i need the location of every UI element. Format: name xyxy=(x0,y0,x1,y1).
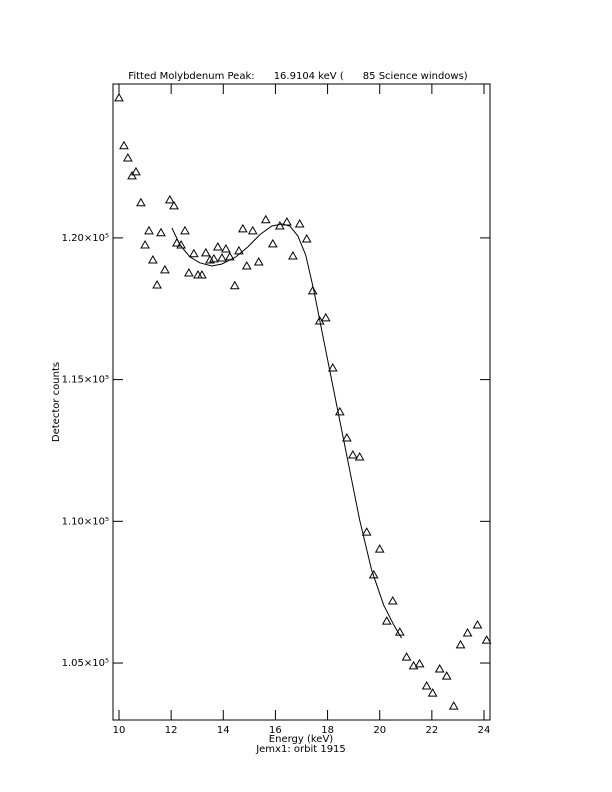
data-point xyxy=(282,217,292,226)
x-tick-label: 10 xyxy=(113,725,126,736)
data-point xyxy=(427,688,438,697)
data-point xyxy=(197,270,207,279)
data-point xyxy=(320,312,331,322)
y-tick-label: 1.10×10⁵ xyxy=(62,516,109,527)
data-point xyxy=(234,245,244,255)
data-point xyxy=(361,527,372,536)
data-point xyxy=(148,254,158,264)
data-point xyxy=(212,241,223,251)
data-point xyxy=(274,220,285,230)
fit-line xyxy=(171,223,403,639)
data-point xyxy=(160,264,170,274)
y-tick-label: 1.20×10⁵ xyxy=(62,233,109,244)
data-point xyxy=(401,652,412,661)
x-tick-label: 18 xyxy=(321,725,334,736)
data-point xyxy=(408,660,419,670)
data-point xyxy=(381,616,392,625)
x-tick-label: 22 xyxy=(425,725,438,736)
data-point xyxy=(421,680,432,690)
x-axis-label: Energy (keV) xyxy=(269,734,334,745)
y-tick-label: 1.15×10⁵ xyxy=(62,375,109,386)
data-point xyxy=(253,256,264,266)
data-point xyxy=(348,449,358,459)
data-point xyxy=(472,620,483,629)
x-tick-label: 20 xyxy=(373,725,386,736)
data-point xyxy=(342,432,352,442)
data-point xyxy=(131,166,141,176)
data-point xyxy=(414,658,425,668)
data-point xyxy=(229,280,240,290)
data-point xyxy=(176,239,186,249)
subtitle: Jemx1: orbit 1915 xyxy=(255,744,346,755)
data-point xyxy=(180,225,190,235)
data-point xyxy=(156,227,166,237)
data-point xyxy=(237,223,248,233)
data-point xyxy=(184,268,194,277)
data-point xyxy=(481,635,492,644)
y-tick-label: 1.05×10⁵ xyxy=(62,658,109,669)
x-tick-label: 12 xyxy=(165,725,178,736)
y-axis-label: Detector counts xyxy=(51,362,62,442)
data-point xyxy=(114,92,124,102)
data-point xyxy=(354,451,365,461)
data-point xyxy=(217,253,227,262)
data-point xyxy=(221,243,231,253)
data-point xyxy=(119,140,129,150)
data-point xyxy=(448,701,459,710)
data-point xyxy=(140,239,150,249)
data-point xyxy=(434,663,445,673)
data-point xyxy=(136,197,146,207)
data-point xyxy=(462,627,473,637)
data-point xyxy=(387,595,398,605)
data-point xyxy=(247,225,258,235)
data-point xyxy=(455,639,466,649)
data-point xyxy=(260,214,271,224)
plot-frame xyxy=(112,83,491,721)
data-point xyxy=(374,544,385,553)
data-point xyxy=(288,251,298,260)
data-point xyxy=(188,248,199,258)
x-tick-label: 24 xyxy=(478,725,491,736)
x-tick-label: 14 xyxy=(217,725,230,736)
data-point xyxy=(368,569,379,579)
data-point xyxy=(294,219,305,228)
data-point xyxy=(144,225,154,235)
data-point xyxy=(205,254,215,264)
data-point xyxy=(441,671,452,680)
data-point xyxy=(241,260,252,270)
data-point xyxy=(307,285,318,295)
data-point xyxy=(267,238,278,248)
chart-title: Fitted Molybdenum Peak: 16.9104 keV ( 85… xyxy=(128,71,468,82)
x-tick-label: 16 xyxy=(269,725,282,736)
data-point xyxy=(327,362,338,372)
data-point xyxy=(169,200,179,210)
data-point xyxy=(122,152,133,162)
data-point xyxy=(164,194,175,204)
data-point xyxy=(209,253,219,263)
data-point xyxy=(152,279,162,289)
data-point xyxy=(301,234,312,243)
data-point xyxy=(200,247,211,257)
